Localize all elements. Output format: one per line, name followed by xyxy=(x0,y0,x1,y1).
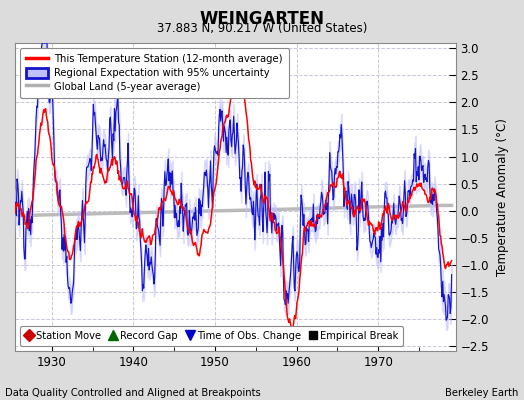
Text: Data Quality Controlled and Aligned at Breakpoints: Data Quality Controlled and Aligned at B… xyxy=(5,388,261,398)
Text: 37.883 N, 90.217 W (United States): 37.883 N, 90.217 W (United States) xyxy=(157,22,367,35)
Text: Berkeley Earth: Berkeley Earth xyxy=(445,388,519,398)
Legend: Station Move, Record Gap, Time of Obs. Change, Empirical Break: Station Move, Record Gap, Time of Obs. C… xyxy=(20,326,403,346)
Y-axis label: Temperature Anomaly (°C): Temperature Anomaly (°C) xyxy=(496,118,509,276)
Text: WEINGARTEN: WEINGARTEN xyxy=(200,10,324,28)
